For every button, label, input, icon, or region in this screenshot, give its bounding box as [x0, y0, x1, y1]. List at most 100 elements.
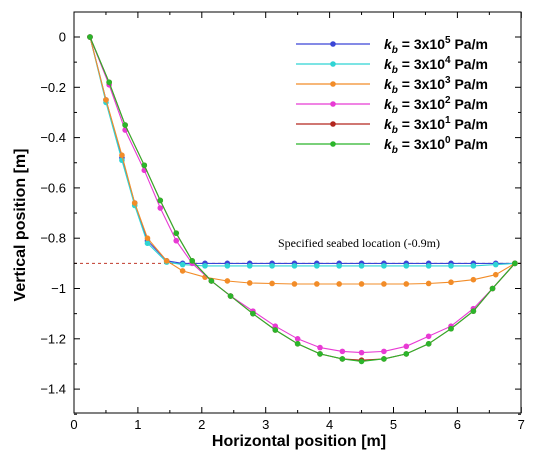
seabed-annotation: Specified seabed location (-0.9m) — [278, 236, 440, 250]
series-1-point-7 — [202, 263, 208, 269]
series-1-point-19 — [470, 263, 477, 269]
series-2-point-18 — [448, 279, 454, 286]
series-3-point-4 — [157, 205, 164, 211]
series-2-point-19 — [470, 276, 477, 283]
series-line-5 — [89, 36, 516, 362]
series-2-point-9 — [246, 280, 253, 286]
series-5-point-14 — [358, 358, 365, 365]
series-2-point-5 — [163, 258, 170, 264]
series-1-point-12 — [314, 263, 320, 269]
series-2-point-8 — [224, 278, 231, 284]
series-5-point-6 — [189, 258, 196, 264]
series-5-point-21 — [512, 260, 518, 267]
series-5-point-5 — [173, 230, 180, 236]
series-2-point-17 — [425, 280, 432, 287]
series-2-point-14 — [358, 281, 365, 287]
series-3-point-15 — [381, 348, 387, 355]
y-tick-label-4: −0.8 — [40, 231, 66, 246]
x-tick-label-0: 0 — [70, 417, 77, 432]
series-3-point-12 — [317, 344, 323, 351]
series-2-point-1 — [103, 97, 109, 103]
series-3-point-16 — [403, 343, 410, 350]
series-5-point-7 — [208, 278, 215, 284]
legend-marker-2 — [330, 81, 336, 87]
series-2-point-10 — [269, 280, 275, 287]
series-line-1 — [89, 36, 515, 267]
series-1-point-13 — [336, 263, 342, 269]
series-5-point-12 — [317, 351, 323, 357]
series-5-point-13 — [339, 356, 346, 362]
series-1-point-9 — [246, 263, 253, 269]
y-tick-label-2: −0.4 — [40, 130, 66, 145]
legend-marker-3 — [330, 101, 336, 107]
legend-label-5: kb = 3x100 Pa/m — [384, 135, 488, 156]
series-3-point-11 — [294, 336, 301, 342]
series-1-point-6 — [179, 261, 186, 268]
series-2-point-11 — [291, 281, 298, 287]
series-5-point-8 — [227, 293, 234, 299]
legend-marker-5 — [330, 141, 336, 147]
series-1-point-11 — [291, 263, 298, 269]
series-2-point-13 — [336, 281, 342, 287]
series-5-point-16 — [403, 351, 410, 357]
series-2-point-12 — [314, 281, 320, 287]
series-5-point-11 — [294, 341, 301, 347]
x-tick-label-3: 3 — [262, 417, 269, 432]
y-tick-label-1: −0.2 — [40, 80, 66, 95]
series-5-point-9 — [250, 310, 256, 317]
x-tick-label-5: 5 — [390, 417, 397, 432]
series-5-point-3 — [141, 162, 148, 169]
series-line-2 — [89, 36, 516, 285]
series-2-point-15 — [381, 281, 387, 287]
series-3-point-13 — [339, 348, 346, 355]
x-tick-label-4: 4 — [326, 417, 333, 432]
axes: 0 1 2 3 4 5 6 7 0 −0.2 −0.4 −0.6 −0.8 −1 −1.2 −1.4 — [40, 11, 525, 432]
series-2-point-16 — [403, 281, 410, 287]
series-5-point-19 — [470, 308, 477, 314]
y-tick-label-5: −1 — [51, 281, 66, 296]
series-1-point-14 — [358, 263, 365, 269]
series-5-point-4 — [157, 197, 164, 204]
x-tick-label-1: 1 — [134, 417, 141, 432]
series-2-point-2 — [119, 152, 125, 159]
series-2-point-3 — [131, 200, 138, 206]
series-5-point-2 — [122, 122, 128, 128]
series-3-point-17 — [425, 333, 432, 340]
series-5-point-18 — [448, 325, 454, 332]
series-5-point-20 — [489, 285, 496, 292]
series-1-point-10 — [269, 263, 275, 269]
x-axis-title: Horizontal position [m] — [212, 433, 386, 450]
series-1-point-8 — [224, 263, 231, 269]
legend-label-3: kb = 3x102 Pa/m — [384, 95, 488, 116]
series-1-point-16 — [403, 263, 410, 269]
series-2-point-6 — [179, 268, 186, 274]
series-3-point-5 — [173, 237, 180, 244]
y-axis-title: Vertical position [m] — [12, 149, 29, 302]
series-line-3 — [89, 36, 516, 354]
series-1-point-18 — [448, 263, 454, 269]
y-tick-label-0: 0 — [59, 30, 66, 45]
series-1-point-20 — [492, 261, 499, 268]
series-1-point-15 — [381, 263, 387, 269]
series-5-point-1 — [106, 79, 112, 86]
legend-label-0: kb = 3x105 Pa/m — [384, 35, 488, 56]
plot-frame — [73, 11, 522, 414]
legend-marker-4 — [330, 121, 336, 127]
plot-area — [74, 34, 521, 365]
series-5-point-0 — [87, 34, 93, 40]
legend-label-1: kb = 3x104 Pa/m — [384, 55, 488, 76]
series-5-point-17 — [425, 341, 432, 347]
series-5-point-15 — [381, 356, 387, 362]
series-2-point-20 — [492, 271, 499, 278]
series-1-point-17 — [425, 263, 432, 269]
y-tick-label-6: −1.2 — [40, 331, 66, 346]
series-1-point-4 — [144, 240, 151, 247]
x-tick-label-2: 2 — [198, 417, 205, 432]
legend-marker-1 — [330, 61, 336, 67]
series-5-point-10 — [272, 327, 279, 333]
legend-marker-0 — [330, 41, 336, 47]
x-tick-label-7: 7 — [518, 417, 525, 432]
series-3-point-14 — [358, 349, 365, 356]
y-tick-label-7: −1.4 — [40, 382, 66, 397]
